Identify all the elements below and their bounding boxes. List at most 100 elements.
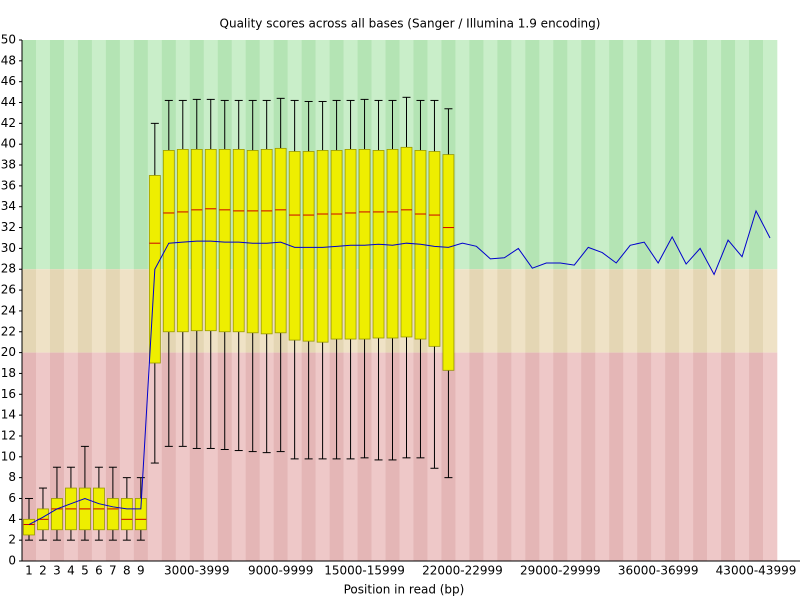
y-tick-label: 36 xyxy=(1,178,16,192)
quality-band xyxy=(595,269,610,353)
quality-band xyxy=(539,269,554,353)
y-tick-label: 14 xyxy=(1,408,16,422)
x-tick-label: 9000-9999 xyxy=(248,564,313,578)
quality-band xyxy=(707,40,722,270)
quality-band xyxy=(707,352,722,561)
quality-band xyxy=(749,352,764,561)
quality-band xyxy=(609,40,624,270)
quality-band xyxy=(259,352,274,561)
x-tick-label: 1 xyxy=(25,564,33,578)
quality-band xyxy=(539,352,554,561)
y-tick-label: 4 xyxy=(8,512,16,526)
quality-band xyxy=(133,269,149,353)
x-tick-label: 5 xyxy=(81,564,89,578)
box xyxy=(134,498,147,531)
quality-band xyxy=(623,352,638,561)
quality-band xyxy=(623,269,638,353)
quality-band xyxy=(511,40,526,270)
quality-band xyxy=(497,269,512,353)
box xyxy=(330,150,343,340)
y-tick-label: 46 xyxy=(1,74,16,88)
quality-band xyxy=(679,269,694,353)
quality-band xyxy=(707,269,722,353)
quality-band xyxy=(161,352,177,561)
quality-band xyxy=(217,352,233,561)
box xyxy=(204,149,217,332)
y-tick-label: 16 xyxy=(1,387,16,401)
quality-band xyxy=(623,40,638,270)
box xyxy=(316,150,329,343)
y-tick-label: 24 xyxy=(1,303,16,317)
quality-band xyxy=(581,352,596,561)
box xyxy=(246,150,259,334)
x-tick-label: 7 xyxy=(109,564,117,578)
x-axis-label: Position in read (bp) xyxy=(344,583,465,597)
quality-band xyxy=(63,269,79,353)
quality-band xyxy=(595,40,610,270)
quality-band xyxy=(525,352,540,561)
quality-band xyxy=(245,352,260,561)
box xyxy=(386,149,399,339)
box xyxy=(442,154,455,371)
quality-band xyxy=(721,352,736,561)
y-tick-label: 44 xyxy=(1,95,16,109)
quality-band xyxy=(203,352,219,561)
quality-band xyxy=(679,40,694,270)
x-tick-label: 8 xyxy=(123,564,131,578)
box xyxy=(260,149,273,335)
quality-band xyxy=(22,269,37,353)
quality-band xyxy=(525,269,540,353)
box xyxy=(428,151,441,347)
quality-band xyxy=(35,40,51,270)
quality-band xyxy=(497,40,512,270)
quality-band xyxy=(553,269,568,353)
quality-band xyxy=(679,352,694,561)
box xyxy=(190,149,203,332)
y-tick-label: 0 xyxy=(8,554,16,568)
quality-band xyxy=(119,269,135,353)
quality-band xyxy=(763,40,778,270)
quality-band xyxy=(665,352,680,561)
x-tick-label: 4 xyxy=(67,564,75,578)
quality-band xyxy=(91,269,107,353)
quality-band xyxy=(581,269,596,353)
x-tick-label: 15000-15999 xyxy=(324,564,405,578)
quality-band xyxy=(693,40,708,270)
box xyxy=(274,147,287,334)
quality-band xyxy=(651,269,666,353)
y-tick-label: 32 xyxy=(1,220,16,234)
quality-band xyxy=(693,352,708,561)
quality-band xyxy=(35,269,51,353)
quality-band xyxy=(539,40,554,270)
y-tick-label: 42 xyxy=(1,116,16,130)
quality-band xyxy=(49,269,65,353)
quality-band xyxy=(763,269,778,353)
quality-band xyxy=(483,40,498,270)
quality-band xyxy=(637,352,652,561)
quality-band xyxy=(609,269,624,353)
y-tick-label: 20 xyxy=(1,345,16,359)
quality-band xyxy=(469,40,484,270)
quality-band xyxy=(553,40,568,270)
quality-band xyxy=(469,269,484,353)
y-tick-label: 2 xyxy=(8,533,16,547)
quality-band xyxy=(595,352,610,561)
quality-band xyxy=(511,269,526,353)
y-tick-label: 22 xyxy=(1,324,16,338)
y-tick-label: 28 xyxy=(1,262,16,276)
y-tick-label: 26 xyxy=(1,283,16,297)
quality-band xyxy=(483,352,498,561)
quality-band xyxy=(735,352,750,561)
y-tick-label: 8 xyxy=(8,470,16,484)
quality-band xyxy=(63,40,79,270)
box xyxy=(218,149,231,333)
quality-band xyxy=(77,40,93,270)
x-tick-label: 2 xyxy=(39,564,47,578)
box xyxy=(344,149,357,340)
x-tick-label: 6 xyxy=(95,564,103,578)
x-tick-label: 43000-43999 xyxy=(716,564,797,578)
box xyxy=(51,498,63,531)
quality-band xyxy=(735,269,750,353)
quality-band xyxy=(651,352,666,561)
quality-band xyxy=(483,269,498,353)
